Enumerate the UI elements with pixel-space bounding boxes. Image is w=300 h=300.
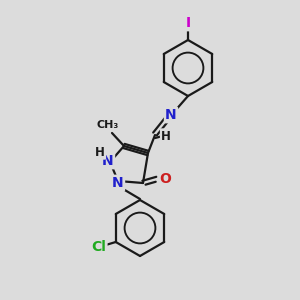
- Text: Cl: Cl: [91, 240, 106, 254]
- Text: N: N: [102, 154, 114, 168]
- Text: N: N: [165, 108, 177, 122]
- Text: I: I: [185, 16, 190, 30]
- Text: CH₃: CH₃: [97, 120, 119, 130]
- Text: O: O: [159, 172, 171, 186]
- Text: H: H: [161, 130, 171, 142]
- Text: H: H: [95, 146, 105, 158]
- Text: N: N: [112, 176, 124, 190]
